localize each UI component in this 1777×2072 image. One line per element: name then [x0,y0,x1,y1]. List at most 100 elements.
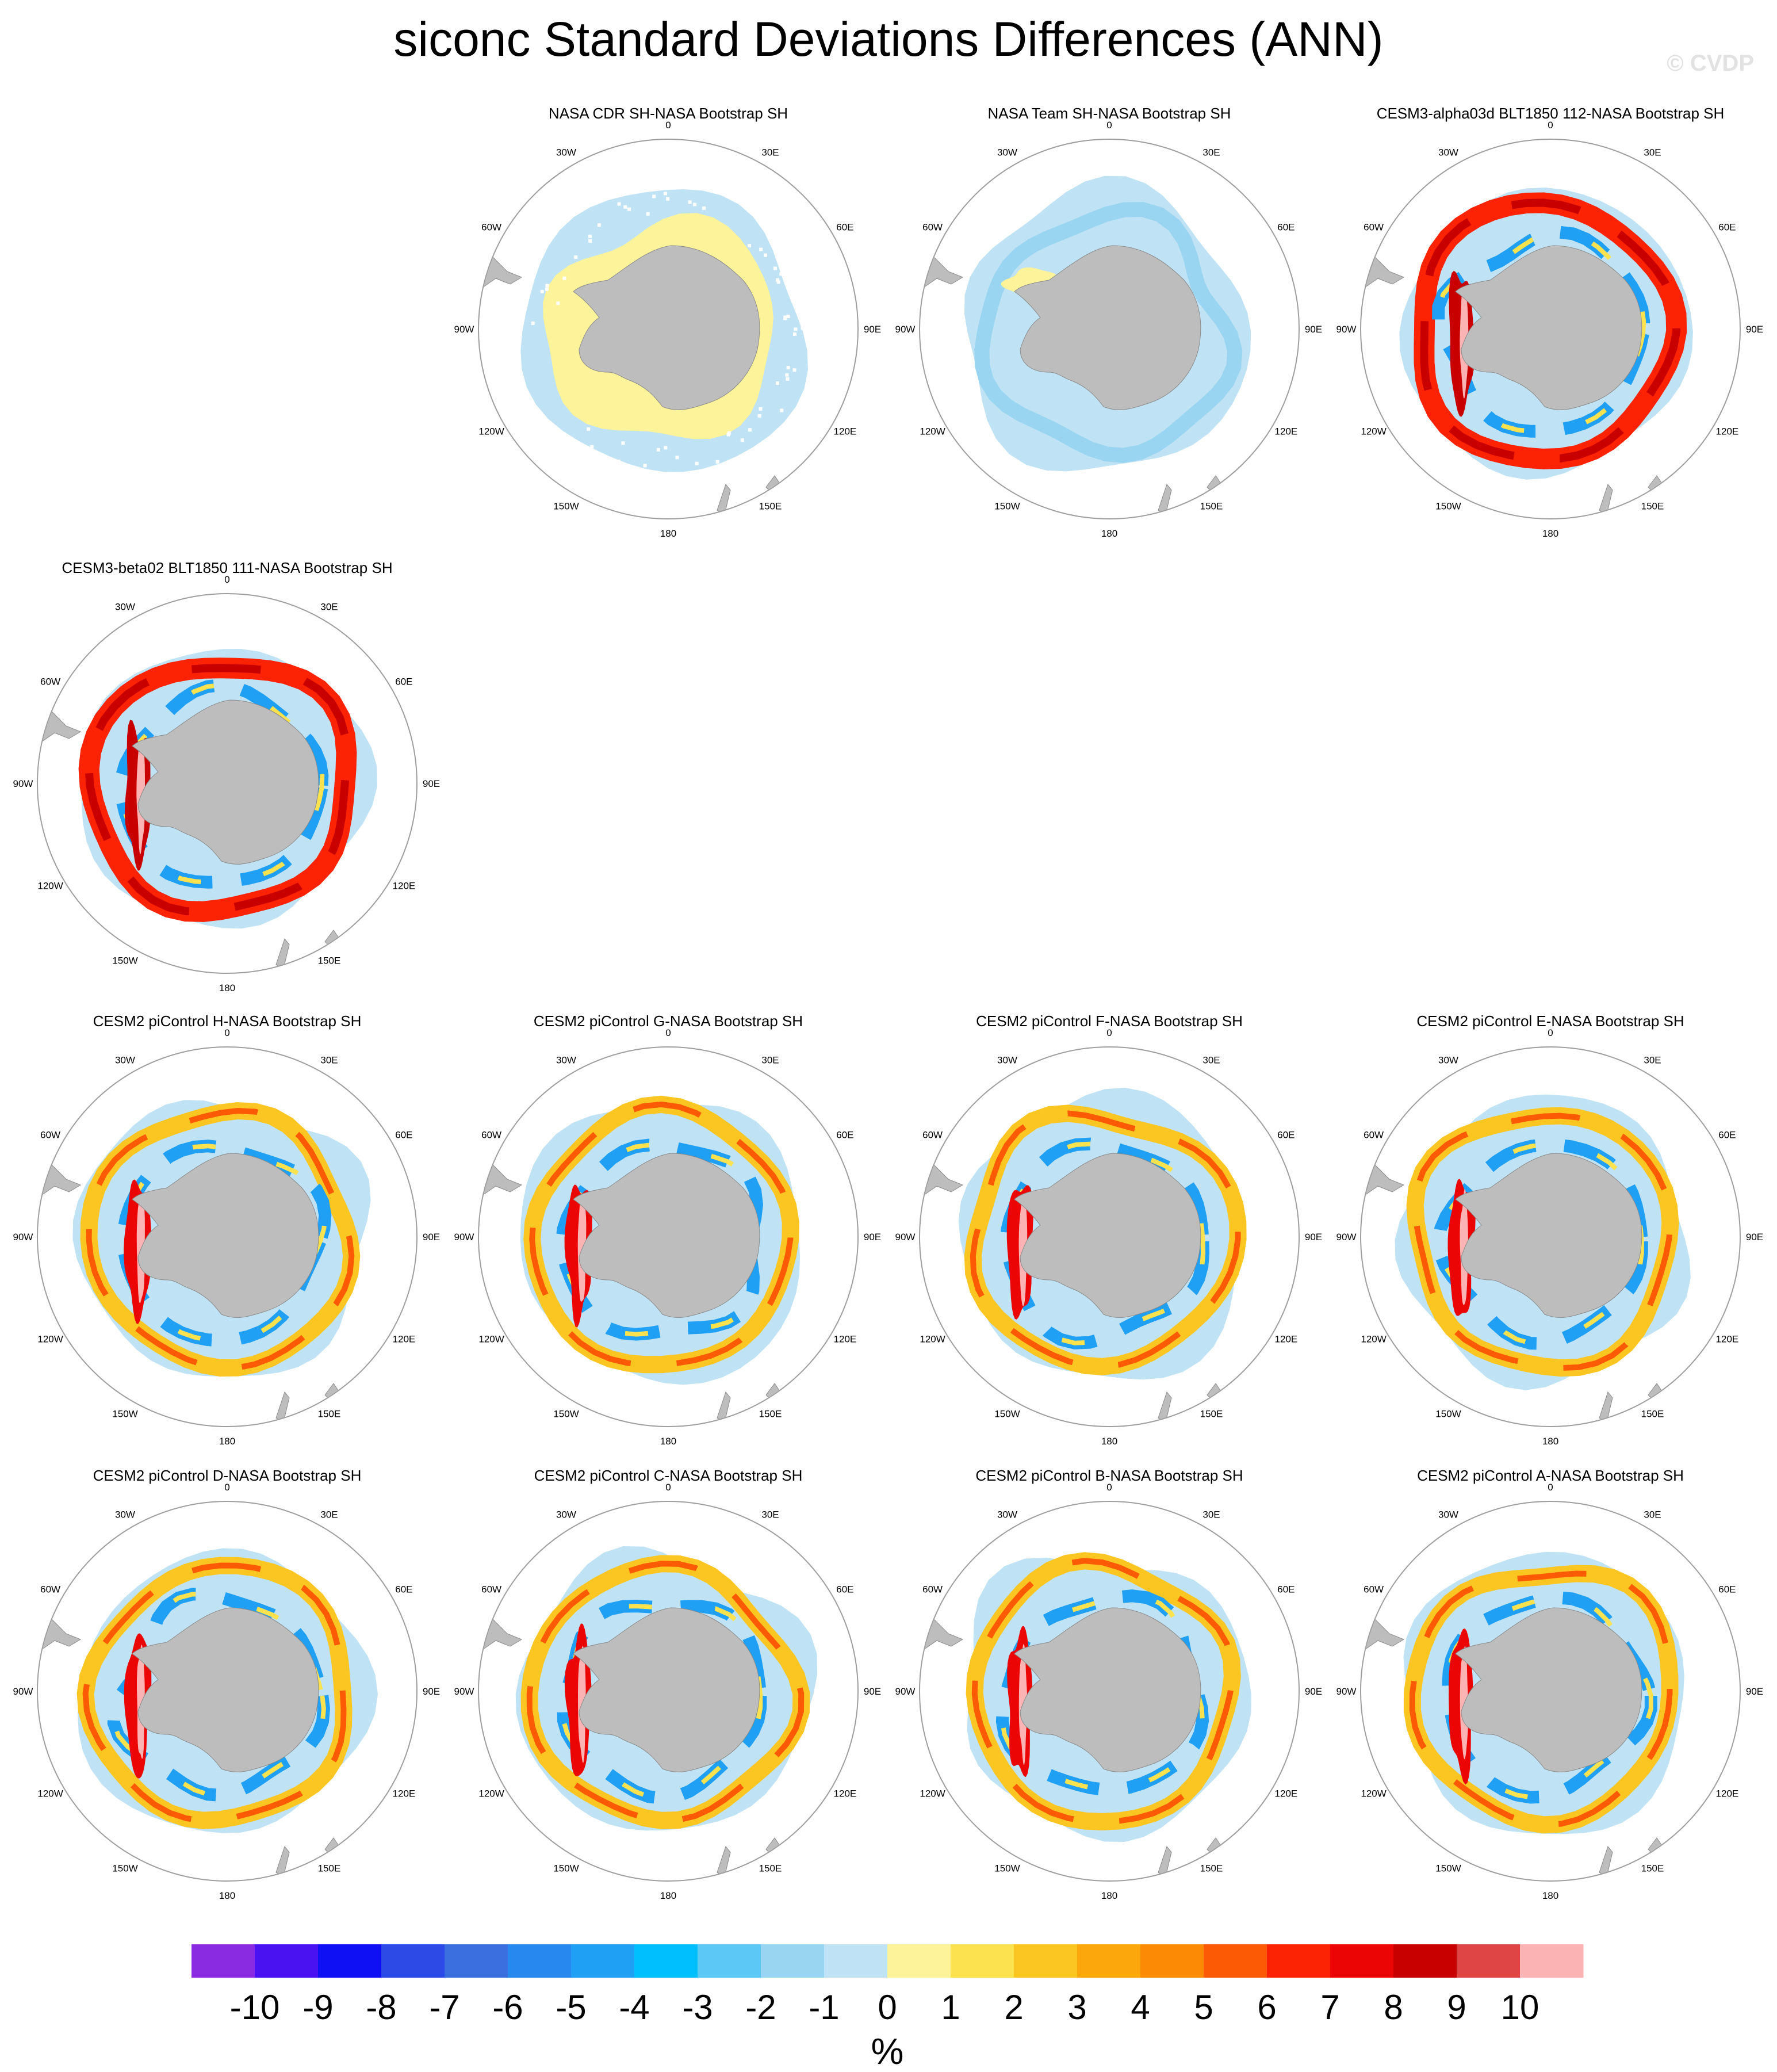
colorbar-tick-label: -3 [682,1988,713,2027]
longitude-label: 90E [1746,324,1763,335]
longitude-label: 120W [478,1334,504,1345]
longitude-label: 30E [1202,1055,1220,1066]
longitude-label: 90E [1746,1232,1763,1243]
longitude-label: 60E [1718,1584,1736,1595]
missing-cell [597,223,601,227]
panel-title: NASA Team SH-NASA Bootstrap SH [988,105,1231,122]
longitude-label: 150E [1200,1408,1223,1419]
missing-cell [688,200,692,204]
longitude-label: 60W [1364,1584,1384,1595]
longitude-label: 120E [393,1788,416,1799]
missing-cell [801,326,805,330]
missing-cell [779,272,783,276]
colorbar-segment [1077,1944,1141,1978]
colorbar-tick-label: 7 [1320,1988,1339,2027]
peak-anomaly-ring [1420,198,1681,463]
missing-cell [759,247,763,251]
missing-cell [663,192,667,196]
map-panel: CESM2 piControl D-NASA Bootstrap SH0 30E 6… [13,1467,441,1901]
missing-cell [786,314,790,318]
missing-cell [715,460,719,464]
longitude-label: 120E [1275,1334,1298,1345]
colorbar-segment [192,1944,255,1978]
longitude-label: 30E [1644,1509,1661,1520]
missing-cell [764,253,767,257]
longitude-label: 150E [759,1408,782,1419]
missing-cell [545,284,549,288]
map-panel: CESM3-alpha03d BLT1850 112-NASA Bootstra… [1336,105,1764,539]
longitude-label: 30E [761,1509,779,1520]
panel-title: CESM2 piControl C-NASA Bootstrap SH [534,1467,803,1484]
longitude-label: 90W [13,1232,33,1243]
panel-title: CESM2 piControl H-NASA Bootstrap SH [93,1012,362,1030]
missing-cell [801,299,805,303]
longitude-label: 150E [1200,500,1223,511]
colorbar-segment [951,1944,1014,1978]
map-boundary-circle [37,1046,418,1427]
missing-cell [646,212,650,216]
colorbar-segment [1267,1944,1331,1978]
missing-cell [540,289,544,293]
antarctica-landmass [1014,1153,1201,1318]
missing-cell [780,408,784,412]
longitude-label: 90E [864,1232,881,1243]
map-boundary-circle [1360,1046,1741,1427]
colorbar-tick-label: -1 [809,1988,839,2027]
antarctica-landmass [132,1153,319,1318]
longitude-label: 60W [1364,222,1384,233]
longitude-label: 30W [556,147,576,158]
longitude-label: 120W [37,881,63,892]
longitude-label: 60E [395,1130,412,1141]
missing-cell [775,278,779,282]
missing-cell [786,366,790,370]
longitude-label: 120E [834,1788,857,1799]
colorbar-segment [1393,1944,1457,1978]
peak-anomaly-ring [1412,1113,1673,1371]
map-panel: CESM2 piControl E-NASA Bootstrap SH0 30E 6… [1336,1012,1764,1447]
longitude-label: 120E [834,426,857,437]
longitude-label: 90W [895,1686,916,1697]
weddell-sea-peak [577,1194,587,1302]
colorbar-tick-label: 3 [1067,1988,1086,2027]
longitude-label: 30W [115,602,135,613]
panel-title: CESM3-beta02 BLT1850 111-NASA Bootstrap … [62,559,392,576]
antarctica-landmass [1455,1607,1642,1772]
colorbar-segment [1140,1944,1204,1978]
missing-cell [783,316,787,320]
colorbar-segment [634,1944,698,1978]
colorbar-segment [318,1944,382,1978]
colorbar-units: % [871,2031,904,2072]
missing-cell [656,448,660,452]
longitude-label: 150W [112,955,137,966]
longitude-label: 120E [834,1334,857,1345]
longitude-label: 60W [40,676,60,687]
missing-cell [588,234,592,238]
longitude-label: 150E [318,1863,341,1874]
longitude-label: 0 [224,1027,229,1038]
map-panel: CESM2 piControl C-NASA Bootstrap SH0 30E 6… [454,1467,882,1901]
longitude-label: 150E [318,955,341,966]
longitude-label: 90E [864,1686,881,1697]
longitude-label: 90W [1336,324,1357,335]
longitude-label: 90E [1305,324,1322,335]
missing-cell [785,373,789,377]
longitude-label: 60W [481,222,501,233]
longitude-label: 90W [454,1686,474,1697]
map-boundary-circle [919,1501,1300,1882]
longitude-label: 180 [660,1436,676,1447]
colorbar-tick-label: 2 [1004,1988,1023,2027]
missing-cell [621,441,625,445]
missing-cell [748,428,752,432]
missing-cell [695,461,699,465]
longitude-label: 30E [1644,147,1661,158]
panel-title: CESM2 piControl G-NASA Bootstrap SH [534,1012,803,1030]
longitude-label: 150W [553,1408,579,1419]
longitude-label: 30W [556,1055,576,1066]
longitude-label: 90W [454,1232,474,1243]
antarctica-landmass [573,1153,760,1318]
colorbar-segment [1457,1944,1521,1978]
longitude-label: 150E [1641,1408,1664,1419]
longitude-label: 180 [1542,528,1558,539]
map-boundary-circle [919,1046,1300,1427]
longitude-label: 60E [1718,222,1736,233]
